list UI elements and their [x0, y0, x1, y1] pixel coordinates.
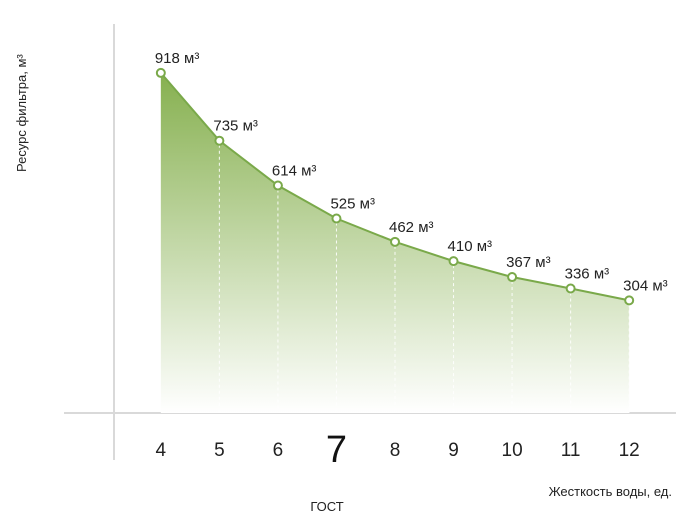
x-tick-label: 6: [273, 440, 284, 461]
data-label: 336 м³: [565, 266, 610, 283]
data-point: [272, 180, 283, 191]
data-label: 367 м³: [506, 254, 551, 271]
x-tick-label: 10: [502, 440, 523, 461]
data-point: [507, 272, 518, 283]
x-tick-label: 8: [390, 440, 401, 461]
data-point: [565, 283, 576, 294]
y-axis-title: Ресурс фильтра, м³: [14, 54, 29, 172]
data-label: 410 м³: [448, 238, 493, 255]
x-tick-label: 11: [561, 440, 581, 461]
data-label: 462 м³: [389, 219, 434, 236]
data-label: 614 м³: [272, 163, 317, 180]
data-label: 525 м³: [330, 196, 375, 213]
x-tick-label: 4: [156, 440, 167, 461]
plot-area: 918 м³ 735 м³ 614 м³ 525 м³ 462 м³ 410 м³ 367 …: [155, 50, 668, 413]
data-point: [390, 236, 400, 247]
x-tick-label: 5: [214, 440, 225, 461]
data-point: [331, 213, 342, 224]
data-point: [214, 135, 225, 146]
x-ticks: 4 5 6 7 8 9 10 11 12: [156, 429, 640, 471]
data-label: 918 м³: [155, 50, 200, 67]
x-tick-label-highlight: 7: [326, 429, 347, 471]
highlight-label: ГОСТ: [310, 499, 343, 514]
x-tick-label: 9: [448, 440, 459, 461]
x-axis-title: Жесткость воды, ед.: [549, 484, 672, 499]
data-point: [624, 295, 635, 306]
data-point: [448, 256, 459, 267]
data-point: [155, 67, 166, 78]
x-tick-label: 12: [619, 440, 640, 461]
data-label: 304 м³: [623, 277, 668, 294]
data-label: 735 м³: [213, 118, 258, 135]
